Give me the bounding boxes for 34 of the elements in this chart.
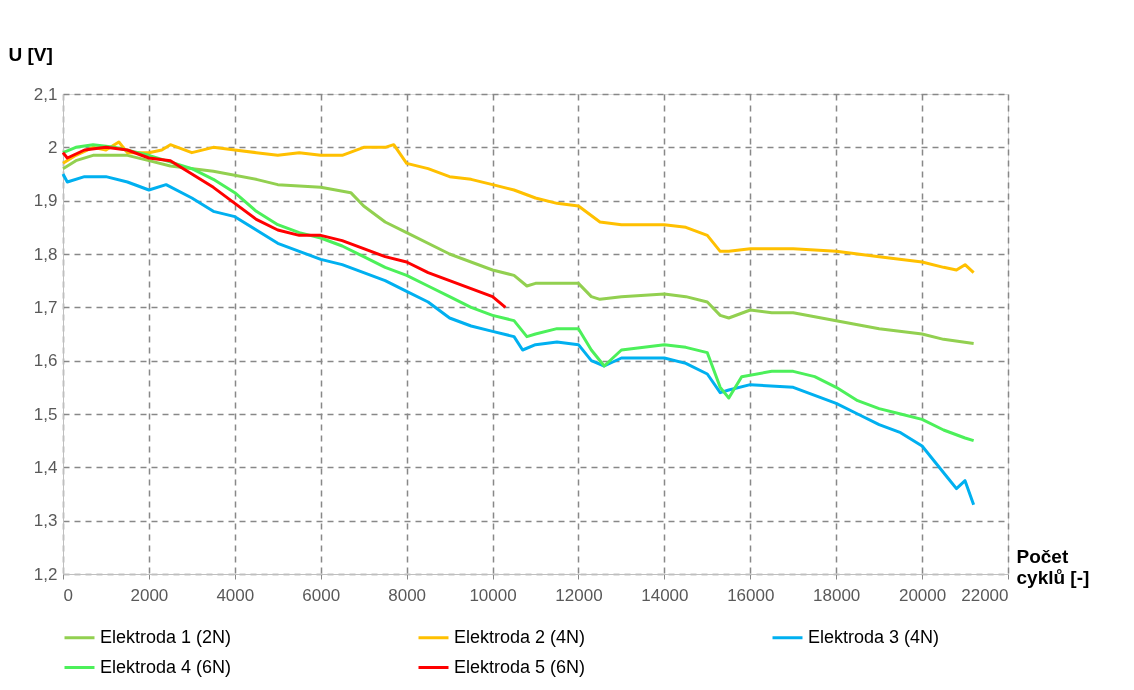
y-tick-label: 1,3 (33, 511, 58, 531)
y-tick-label: 1,4 (33, 457, 58, 477)
x-tick-label: 18000 (813, 585, 861, 605)
x-tick-label: 22000 (961, 585, 1009, 605)
x-tick-label: 6000 (302, 585, 341, 605)
line-series (61, 172, 976, 507)
y-tick-label: 2,1 (33, 84, 58, 104)
y-tick-label: 1,8 (33, 244, 58, 264)
legend-label: Elektroda 1 (2N) (100, 626, 232, 647)
x-tick-label: 10000 (469, 585, 517, 605)
y-tick-label: 1,6 (33, 351, 58, 371)
y-axis-title: U [V] (8, 43, 53, 65)
y-tick-label: 1,7 (33, 297, 58, 317)
line-series (61, 143, 976, 443)
line-series (61, 153, 976, 346)
x-tick-label: 16000 (727, 585, 775, 605)
line-series (61, 145, 507, 309)
line-series (61, 140, 976, 275)
x-tick-label: 2000 (130, 585, 169, 605)
y-tick-label: 1,9 (33, 191, 58, 211)
legend-label: Elektroda 2 (4N) (454, 626, 586, 647)
x-tick-label: 0 (63, 585, 73, 605)
legend-label: Elektroda 5 (6N) (454, 656, 586, 677)
y-tick-label: 2 (48, 137, 58, 157)
x-tick-label: 20000 (898, 585, 947, 605)
legend-label: Elektroda 4 (6N) (100, 656, 232, 677)
legend-label: Elektroda 3 (4N) (808, 626, 940, 647)
x-tick-label: 12000 (555, 585, 603, 605)
x-tick-label: 8000 (388, 585, 427, 605)
x-tick-label: 14000 (641, 585, 689, 605)
y-tick-label: 1,5 (33, 404, 58, 424)
y-tick-label: 1,2 (33, 564, 58, 584)
x-axis-title: Počet cyklů [-] (1016, 545, 1090, 588)
x-tick-label: 4000 (216, 585, 255, 605)
